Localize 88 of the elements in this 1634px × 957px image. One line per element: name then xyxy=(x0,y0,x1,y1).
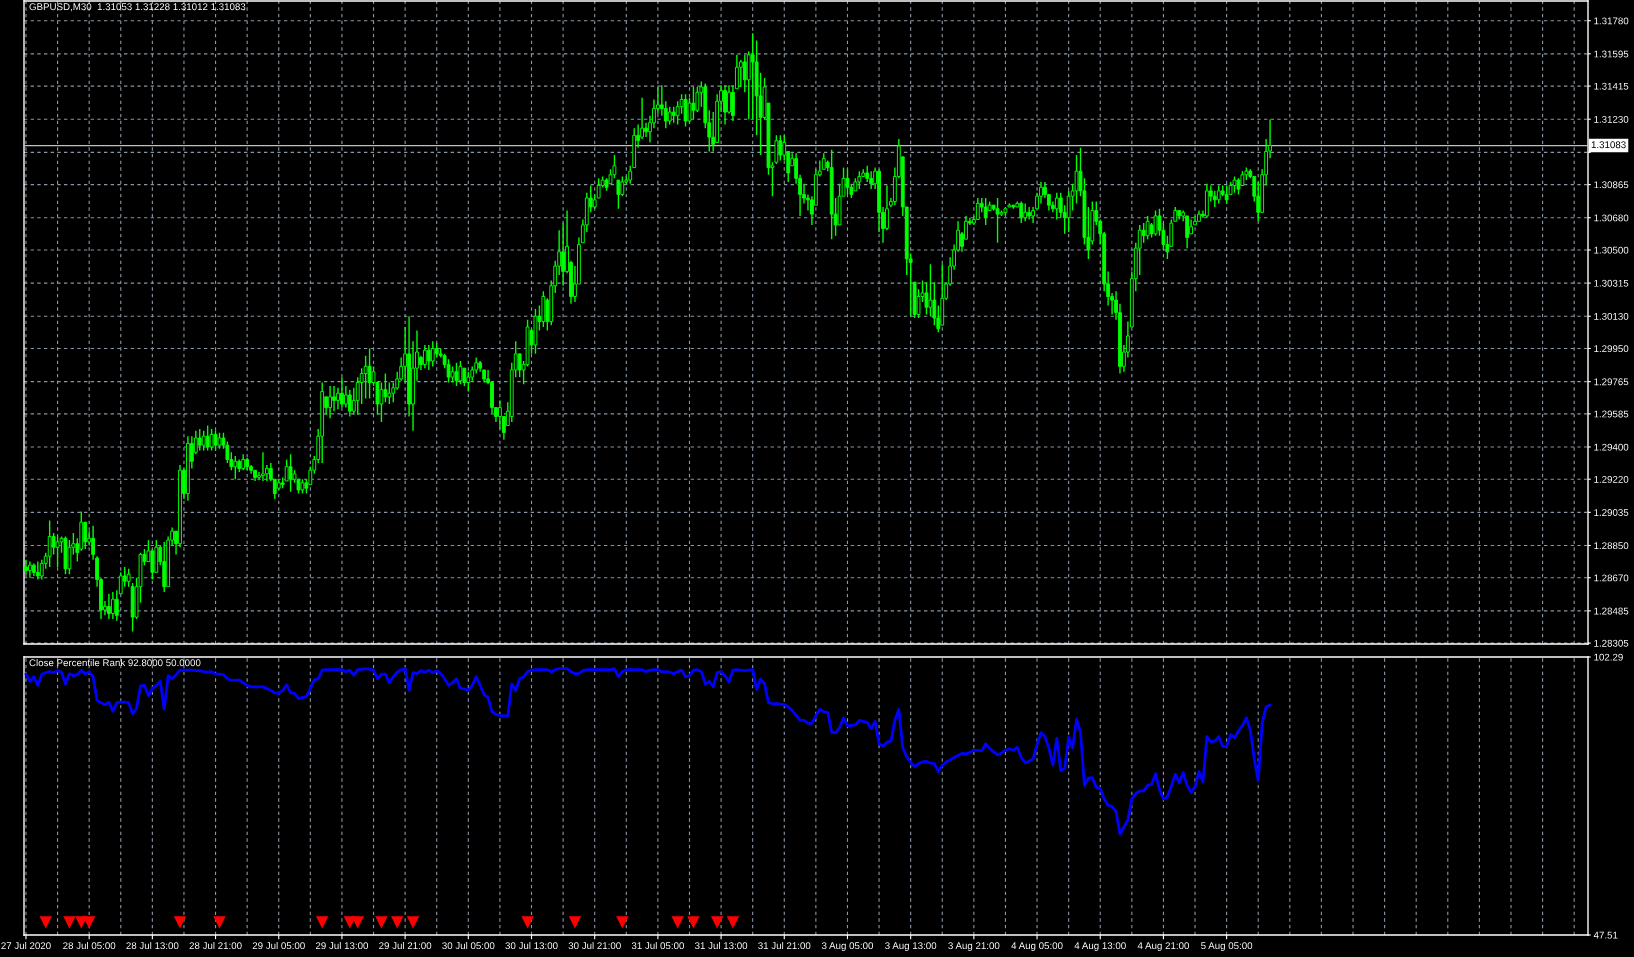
candlestick xyxy=(742,54,747,94)
ref-line-label: 1.31083 xyxy=(1591,141,1626,149)
x-tick-label: 4 Aug 13:00 xyxy=(1074,942,1126,952)
candlestick xyxy=(723,84,727,126)
candlestick xyxy=(1137,224,1142,276)
x-tick-label: 28 Jul 13:00 xyxy=(126,941,179,950)
candlestick xyxy=(253,469,257,482)
x-tick-label: 31 Jul 13:00 xyxy=(694,941,748,950)
candlestick xyxy=(261,451,265,482)
candlestick xyxy=(383,372,388,403)
candlestick xyxy=(347,388,352,418)
y-tick-label: 1.28670 xyxy=(1594,574,1629,582)
candlestick xyxy=(644,122,648,138)
y-tick-label: 1.31230 xyxy=(1594,115,1629,123)
y-tick-label: 47.51 xyxy=(1593,931,1618,939)
y-tick-label: 1.29950 xyxy=(1594,345,1629,353)
candlestick xyxy=(55,535,60,568)
y-tick-label: 1.28305 xyxy=(1594,639,1629,647)
x-tick-label: 5 Aug 05:00 xyxy=(1201,942,1253,952)
x-tick-label: 3 Aug 05:00 xyxy=(821,942,874,952)
candlestick xyxy=(343,385,348,409)
candlestick xyxy=(426,344,431,371)
candlestick xyxy=(24,559,28,575)
candlestick xyxy=(1039,181,1043,205)
candlestick xyxy=(869,170,874,190)
x-tick-label: 28 Jul 21:00 xyxy=(189,941,242,950)
x-tick-label: 4 Aug 21:00 xyxy=(1137,942,1189,952)
candlestick xyxy=(995,197,1000,244)
x-tick-label: 29 Jul 13:00 xyxy=(315,941,369,950)
y-tick-label: 1.30865 xyxy=(1594,181,1629,189)
chart-title: GBPUSD,M30 1.31053 1.31228 1.31012 1.31083 xyxy=(29,3,246,12)
candlestick xyxy=(691,86,696,120)
y-tick-label: 1.31595 xyxy=(1594,50,1629,58)
line-series xyxy=(24,667,1272,836)
y-tick-label: 1.29765 xyxy=(1594,378,1629,386)
candlestick xyxy=(1185,215,1190,249)
candlestick xyxy=(288,453,293,493)
y-tick-label: 1.29400 xyxy=(1594,443,1629,451)
candlestick xyxy=(336,387,340,411)
x-tick-label: 27 Jul 2020 xyxy=(1,941,51,950)
y-tick-label: 1.30315 xyxy=(1594,279,1629,287)
candlestick xyxy=(419,354,423,371)
candlestick xyxy=(245,457,250,471)
candlestick xyxy=(738,59,743,88)
candlestick xyxy=(1027,206,1032,221)
candlestick xyxy=(332,385,336,412)
y-tick-label: 1.31415 xyxy=(1594,82,1629,90)
candlestick xyxy=(28,560,32,579)
y-tick-label: 1.28850 xyxy=(1594,542,1629,550)
candlestick xyxy=(185,435,190,502)
candlestick xyxy=(340,376,344,409)
candlestick xyxy=(320,381,325,464)
y-tick-label: 1.30500 xyxy=(1594,246,1629,254)
y-tick-label: 1.30130 xyxy=(1594,312,1629,320)
candlestick xyxy=(35,560,40,581)
y-tick-label: 1.31780 xyxy=(1594,17,1629,25)
chart-title: Close Percentile Rank 92.8000 50.0000 xyxy=(29,659,201,667)
y-tick-label: 1.30680 xyxy=(1594,214,1629,222)
candlestick xyxy=(1193,215,1197,226)
x-tick-label: 29 Jul 05:00 xyxy=(252,941,305,950)
candlestick xyxy=(363,354,368,400)
x-tick-label: 30 Jul 05:00 xyxy=(442,941,495,950)
candlestick xyxy=(110,591,115,620)
candlestick xyxy=(31,562,36,577)
candlestick xyxy=(727,84,731,115)
candlestick xyxy=(107,593,111,620)
x-tick-label: 3 Aug 13:00 xyxy=(885,942,937,952)
x-tick-label: 29 Jul 21:00 xyxy=(379,941,432,950)
x-tick-label: 3 Aug 21:00 xyxy=(948,942,1000,952)
candlestick xyxy=(422,344,427,369)
y-tick-label: 1.28485 xyxy=(1594,607,1629,615)
candlestick xyxy=(561,222,566,287)
y-tick-label: 1.29035 xyxy=(1594,509,1629,516)
x-tick-label: 31 Jul 21:00 xyxy=(758,941,811,950)
x-tick-label: 4 Aug 05:00 xyxy=(1011,942,1063,952)
y-tick-label: 102.29 xyxy=(1594,653,1623,661)
x-tick-label: 30 Jul 21:00 xyxy=(568,941,621,950)
candlestick xyxy=(498,399,502,430)
x-tick-label: 30 Jul 13:00 xyxy=(505,941,558,950)
candlestick xyxy=(162,541,167,593)
candlestick xyxy=(178,464,182,548)
candlestick xyxy=(1189,218,1193,235)
y-tick-label: 1.29585 xyxy=(1594,410,1629,418)
x-tick-label: 31 Jul 05:00 xyxy=(631,941,684,950)
x-tick-label: 28 Jul 05:00 xyxy=(63,941,116,950)
candlestick xyxy=(328,385,332,420)
candlestick xyxy=(928,263,933,317)
y-tick-label: 1.29220 xyxy=(1594,475,1629,483)
